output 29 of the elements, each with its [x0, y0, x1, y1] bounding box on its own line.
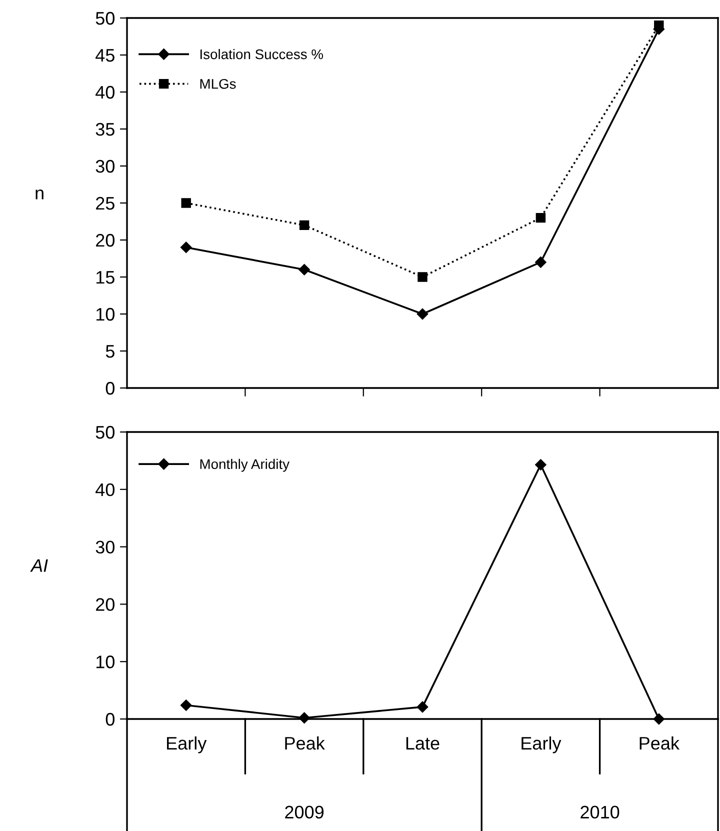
- y-tick-label: 40: [96, 483, 114, 496]
- y-tick-label: 20: [96, 598, 114, 611]
- text: 2010: [580, 806, 620, 819]
- y-tick-label: 30: [96, 540, 114, 554]
- y-tick-label: 20: [96, 234, 114, 247]
- y-tick-label: 40: [96, 86, 114, 99]
- y-tick-label: 50: [96, 426, 114, 439]
- y-tick-label: 25: [96, 196, 114, 210]
- x-tick-label: Early: [522, 736, 562, 754]
- y-tick-label: 0: [106, 712, 114, 726]
- y-tick-label: 10: [96, 656, 114, 668]
- legend-label: Monthly Aridity: [200, 458, 290, 472]
- legend-label: Isolation Success %: [200, 49, 324, 60]
- y-tick-label: 45: [96, 49, 114, 62]
- y-axis-title: n: [36, 190, 44, 200]
- y-tick-label: 0: [106, 382, 114, 395]
- x-tick-label: Late: [406, 737, 440, 750]
- legend-label: MLGs: [200, 78, 236, 89]
- y-tick-label: 50: [96, 12, 114, 25]
- y-tick-label: 10: [96, 308, 114, 321]
- x-tick-label: Early: [167, 736, 207, 754]
- y-axis-title: AI: [30, 559, 48, 572]
- y-tick-label: 35: [96, 122, 114, 136]
- y-tick-label: 5: [106, 345, 114, 358]
- x-tick-label: Peak: [640, 736, 680, 750]
- y-tick-label: 30: [96, 160, 114, 173]
- text: 2009: [285, 806, 324, 819]
- x-tick-label: Peak: [285, 736, 325, 750]
- y-tick-label: 15: [96, 271, 114, 284]
